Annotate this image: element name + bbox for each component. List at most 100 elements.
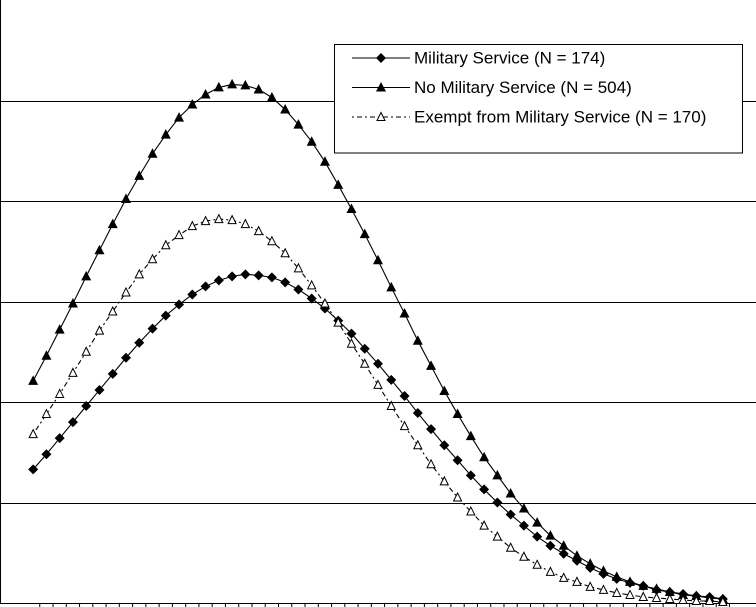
marker-open-triangle bbox=[492, 531, 503, 541]
marker-open-triangle bbox=[376, 111, 386, 121]
marker-open-triangle bbox=[452, 491, 463, 502]
marker-diamond bbox=[266, 272, 277, 283]
marker-diamond bbox=[147, 323, 158, 334]
marker-open-triangle bbox=[54, 388, 65, 398]
marker-open-triangle bbox=[651, 592, 662, 602]
marker-triangle bbox=[465, 430, 476, 441]
legend-label: Exempt from Military Service (N = 170) bbox=[414, 107, 706, 126]
marker-triangle bbox=[545, 530, 556, 540]
marker-open-triangle bbox=[147, 253, 158, 264]
marker-diamond bbox=[479, 484, 490, 495]
marker-triangle bbox=[227, 78, 238, 89]
marker-diamond bbox=[213, 275, 224, 286]
marker-open-triangle bbox=[214, 213, 224, 224]
marker-diamond bbox=[465, 470, 476, 481]
marker-triangle bbox=[187, 99, 198, 109]
marker-diamond bbox=[532, 531, 543, 542]
marker-triangle bbox=[585, 558, 596, 568]
marker-triangle bbox=[638, 580, 649, 590]
marker-diamond bbox=[121, 352, 131, 363]
marker-open-triangle bbox=[439, 475, 450, 486]
marker-diamond bbox=[174, 299, 185, 310]
marker-open-triangle bbox=[28, 428, 38, 439]
marker-diamond bbox=[187, 289, 198, 300]
marker-triangle bbox=[147, 148, 158, 158]
marker-open-triangle bbox=[426, 458, 436, 469]
marker-triangle bbox=[558, 540, 569, 550]
marker-open-triangle bbox=[359, 358, 370, 368]
marker-diamond bbox=[253, 270, 264, 281]
marker-open-triangle bbox=[293, 262, 304, 273]
marker-triangle bbox=[200, 88, 211, 99]
marker-triangle bbox=[94, 244, 105, 255]
marker-open-triangle bbox=[691, 595, 702, 605]
marker-open-triangle bbox=[160, 239, 171, 250]
marker-open-triangle bbox=[638, 591, 649, 601]
marker-triangle bbox=[651, 583, 662, 593]
marker-triangle bbox=[399, 308, 410, 318]
marker-diamond bbox=[545, 540, 556, 551]
marker-triangle bbox=[386, 281, 397, 292]
marker-triangle bbox=[333, 179, 344, 189]
marker-open-triangle bbox=[333, 316, 344, 327]
marker-open-triangle bbox=[81, 346, 92, 356]
marker-open-triangle bbox=[280, 247, 290, 258]
marker-triangle bbox=[452, 408, 463, 419]
marker-open-triangle bbox=[479, 519, 489, 530]
marker-diamond bbox=[376, 53, 386, 63]
marker-triangle bbox=[505, 487, 516, 498]
marker-open-triangle bbox=[718, 596, 728, 606]
marker-open-triangle bbox=[664, 593, 675, 603]
marker-triangle bbox=[691, 590, 702, 600]
marker-triangle bbox=[54, 324, 65, 334]
marker-diamond bbox=[94, 384, 105, 395]
marker-open-triangle bbox=[545, 566, 556, 576]
legend-label: No Military Service (N = 504) bbox=[414, 78, 632, 97]
marker-open-triangle bbox=[585, 581, 596, 591]
marker-triangle bbox=[373, 254, 383, 265]
marker-open-triangle bbox=[625, 589, 635, 599]
marker-diamond bbox=[67, 417, 78, 428]
marker-open-triangle bbox=[572, 576, 582, 586]
marker-diamond bbox=[107, 368, 118, 379]
marker-triangle bbox=[664, 586, 675, 596]
marker-triangle bbox=[426, 360, 437, 370]
marker-open-triangle bbox=[107, 305, 118, 316]
marker-open-triangle bbox=[373, 379, 383, 389]
marker-diamond bbox=[505, 509, 516, 520]
marker-triangle bbox=[121, 193, 131, 203]
marker-triangle bbox=[28, 375, 39, 385]
marker-diamond bbox=[558, 548, 569, 559]
marker-diamond bbox=[28, 464, 39, 475]
marker-triangle bbox=[571, 550, 582, 560]
marker-diamond bbox=[412, 408, 423, 419]
marker-open-triangle bbox=[121, 286, 131, 297]
marker-diamond bbox=[293, 284, 304, 295]
marker-triangle bbox=[280, 104, 291, 114]
marker-triangle bbox=[134, 170, 145, 180]
marker-triangle bbox=[107, 218, 118, 229]
marker-diamond bbox=[399, 390, 410, 401]
marker-open-triangle bbox=[505, 542, 516, 552]
marker-triangle bbox=[306, 136, 317, 146]
marker-open-triangle bbox=[598, 584, 609, 594]
marker-diamond bbox=[439, 440, 450, 451]
marker-triangle bbox=[160, 129, 171, 139]
marker-triangle bbox=[67, 298, 78, 308]
marker-open-triangle bbox=[532, 559, 542, 569]
marker-triangle bbox=[81, 270, 92, 281]
marker-open-triangle bbox=[134, 268, 145, 279]
marker-open-triangle bbox=[227, 214, 237, 225]
marker-triangle bbox=[359, 228, 370, 239]
marker-triangle bbox=[479, 451, 490, 462]
marker-open-triangle bbox=[68, 367, 78, 377]
marker-triangle bbox=[41, 350, 52, 360]
marker-open-triangle bbox=[611, 587, 622, 597]
marker-open-triangle bbox=[412, 439, 423, 450]
marker-triangle bbox=[532, 517, 543, 527]
marker-triangle bbox=[611, 571, 622, 581]
marker-triangle bbox=[376, 82, 386, 92]
marker-triangle bbox=[492, 469, 503, 480]
marker-diamond bbox=[240, 269, 251, 280]
